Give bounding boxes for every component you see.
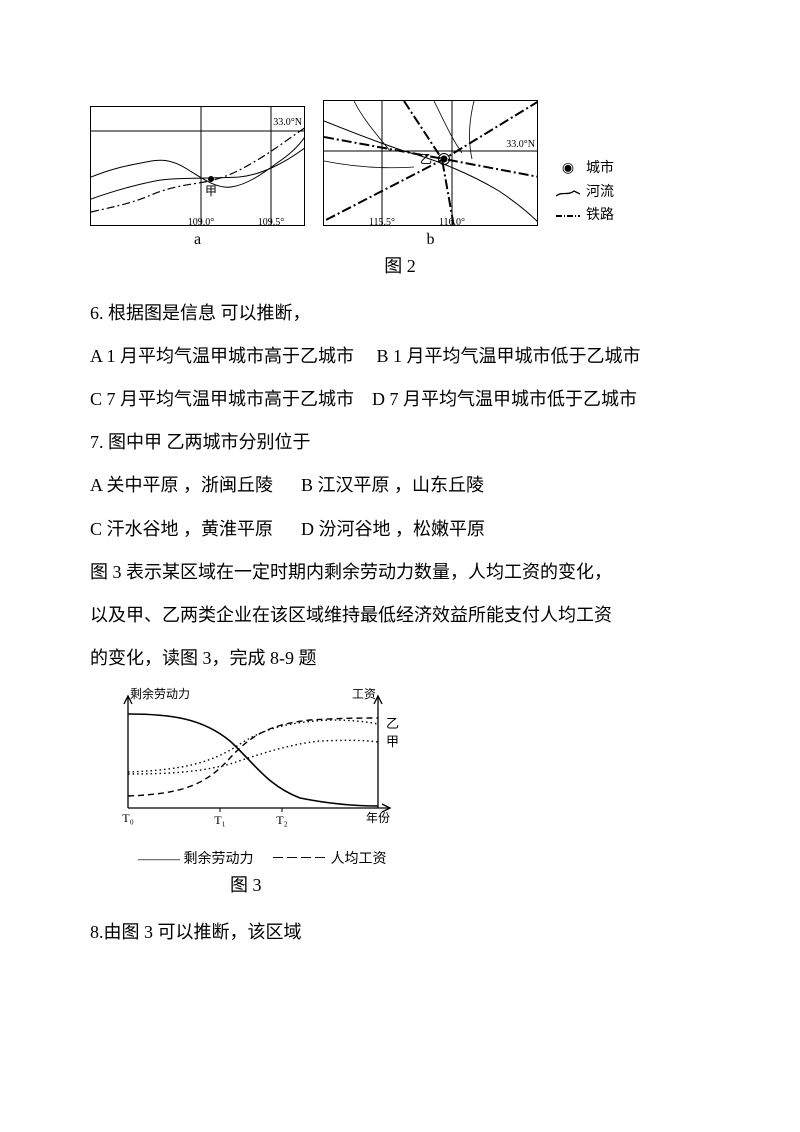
legend-wage-sym: －－－－ — [271, 852, 331, 867]
svg-text:乙: 乙 — [420, 152, 432, 166]
figure-3-chart: 剩余劳动力 工资 年份 T₀ T₁ T₂ 乙 甲 — [90, 686, 410, 836]
q6-opt-a: A 1 月平均气温甲城市高于乙城市 — [90, 346, 354, 366]
svg-text:109.5°: 109.5° — [258, 217, 285, 226]
map-b: 33.0°N 115.5° 116.0° 乙 — [323, 100, 538, 226]
svg-text:乙: 乙 — [386, 716, 399, 731]
svg-text:T₂: T₂ — [276, 813, 288, 827]
legend-wage-label: 人均工资 — [331, 852, 387, 867]
legend-city: ◉ 城市 — [556, 159, 614, 179]
legend-railway-label: 铁路 — [586, 206, 614, 226]
legend-river: 河流 — [556, 183, 614, 203]
figure-2-row: 33.0°N 109.0° 109.5° 甲 a 33.0°N 115.5° 1… — [90, 100, 710, 248]
legend-surplus-label: 剩余劳动力 — [184, 852, 254, 867]
svg-text:115.5°: 115.5° — [369, 217, 395, 226]
intro-8-9-l3: 的变化，读图 3，完成 8-9 题 — [90, 637, 710, 680]
svg-text:T₁: T₁ — [214, 813, 226, 827]
svg-text:33.0°N: 33.0°N — [506, 139, 535, 150]
legend-surplus-sym: ——— — [138, 852, 184, 867]
q7-stem: 7. 图中甲 乙两城市分别位于 — [90, 421, 710, 464]
intro-8-9-l2: 以及甲、乙两类企业在该区域维持最低经济效益所能支付人均工资 — [90, 594, 710, 637]
q6-row-cd: C 7 月平均气温甲城市高于乙城市 D 7 月平均气温甲城市低于乙城市 — [90, 378, 710, 421]
map-a-box: 33.0°N 109.0° 109.5° 甲 a — [90, 106, 305, 248]
q6-opt-c: C 7 月平均气温甲城市高于乙城市 — [90, 389, 354, 409]
svg-text:甲: 甲 — [386, 734, 399, 749]
intro-8-9-l1: 图 3 表示某区域在一定时期内剩余劳动力数量，人均工资的变化， — [90, 551, 710, 594]
q7-opt-d: D 汾河谷地 ，松嫩平原 — [301, 508, 485, 551]
q6-stem: 6. 根据图是信息 可以推断， — [90, 292, 710, 335]
q7-opt-a: A 关中平原 ，浙闽丘陵 — [90, 464, 273, 507]
q7-row-ab: A 关中平原 ，浙闽丘陵 B 江汉平原 ，山东丘陵 — [90, 464, 710, 507]
legend-river-label: 河流 — [586, 183, 614, 203]
figure-2-legend: ◉ 城市 河流 铁路 — [556, 159, 614, 248]
figure-3-legend: ——— 剩余劳动力 －－－－ 人均工资 — [90, 852, 710, 869]
q7-opt-b: B 江汉平原 ，山东丘陵 — [301, 464, 484, 507]
figure-2-caption: 图 2 — [90, 256, 710, 278]
svg-text:年份: 年份 — [366, 811, 390, 825]
city-dot-icon: ◉ — [556, 159, 580, 179]
q6-row-ab: A 1 月平均气温甲城市高于乙城市 B 1 月平均气温甲城市低于乙城市 — [90, 335, 710, 378]
q6-opt-b: B 1 月平均气温甲城市低于乙城市 — [377, 346, 641, 366]
figure-3-caption: 图 3 — [90, 875, 710, 897]
svg-text:甲: 甲 — [205, 184, 217, 198]
q8-stem: 8.由图 3 可以推断，该区域 — [90, 911, 710, 954]
svg-text:剩余劳动力: 剩余劳动力 — [130, 686, 190, 701]
q7-opt-c: C 汗水谷地 ，黄淮平原 — [90, 508, 273, 551]
svg-text:33.0°N: 33.0°N — [273, 117, 302, 128]
svg-text:109.0°: 109.0° — [188, 217, 215, 226]
river-line-icon — [556, 188, 580, 198]
map-b-sublabel: b — [427, 232, 435, 248]
svg-text:工资: 工资 — [352, 687, 376, 701]
q6-opt-d: D 7 月平均气温甲城市低于乙城市 — [372, 389, 637, 409]
map-a: 33.0°N 109.0° 109.5° 甲 — [90, 106, 305, 226]
railway-line-icon — [556, 212, 580, 220]
map-b-box: 33.0°N 115.5° 116.0° 乙 b — [323, 100, 538, 248]
map-a-sublabel: a — [194, 232, 201, 248]
figure-3-wrap: 剩余劳动力 工资 年份 T₀ T₁ T₂ 乙 甲 ——— 剩余劳动力 －－－－ … — [90, 686, 710, 897]
svg-text:T₀: T₀ — [122, 811, 134, 825]
legend-city-label: 城市 — [586, 159, 614, 179]
q7-row-cd: C 汗水谷地 ，黄淮平原 D 汾河谷地 ，松嫩平原 — [90, 508, 710, 551]
legend-railway: 铁路 — [556, 206, 614, 226]
